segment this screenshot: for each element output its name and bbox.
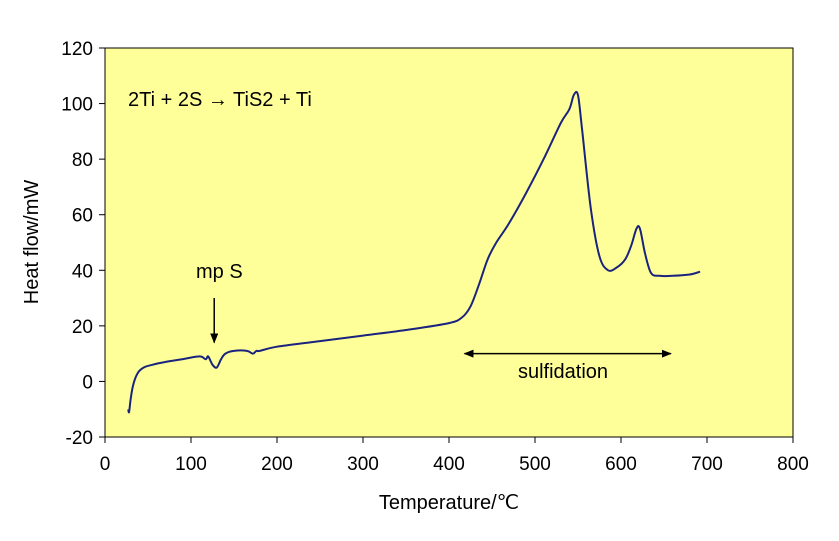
y-tick-label: 20 [72,317,93,338]
x-tick-label: 400 [433,454,465,475]
x-tick-label: 800 [777,454,809,475]
y-tick-label: -20 [66,428,93,449]
y-axis-title: Heat flow/mW [21,180,43,305]
x-tick-label: 200 [261,454,293,475]
y-axis-ticks: -20 0 20 40 60 80 100 120 [61,39,105,449]
y-tick-label: 60 [72,206,93,227]
y-tick-label: 0 [82,372,93,393]
x-tick-label: 0 [100,454,111,475]
mp-s-annotation: mp S [196,261,243,283]
reaction-equation-annotation: 2Ti + 2S → TiS2 + Ti [128,89,312,111]
x-tick-label: 500 [519,454,551,475]
plot-area [104,47,794,438]
x-tick-label: 600 [605,454,637,475]
y-tick-label: 80 [72,150,93,171]
sulfidation-annotation: sulfidation [518,361,608,383]
x-axis-ticks: 0 100 200 300 400 500 600 700 800 [100,437,809,475]
y-tick-label: 100 [61,95,93,116]
x-tick-label: 100 [175,454,207,475]
y-tick-label: 120 [61,39,93,60]
heat-flow-series-line [127,90,701,414]
x-tick-label: 700 [691,454,723,475]
x-tick-label: 300 [347,454,379,475]
x-axis-title: Temperature/℃ [379,492,519,514]
y-tick-label: 40 [72,261,93,282]
